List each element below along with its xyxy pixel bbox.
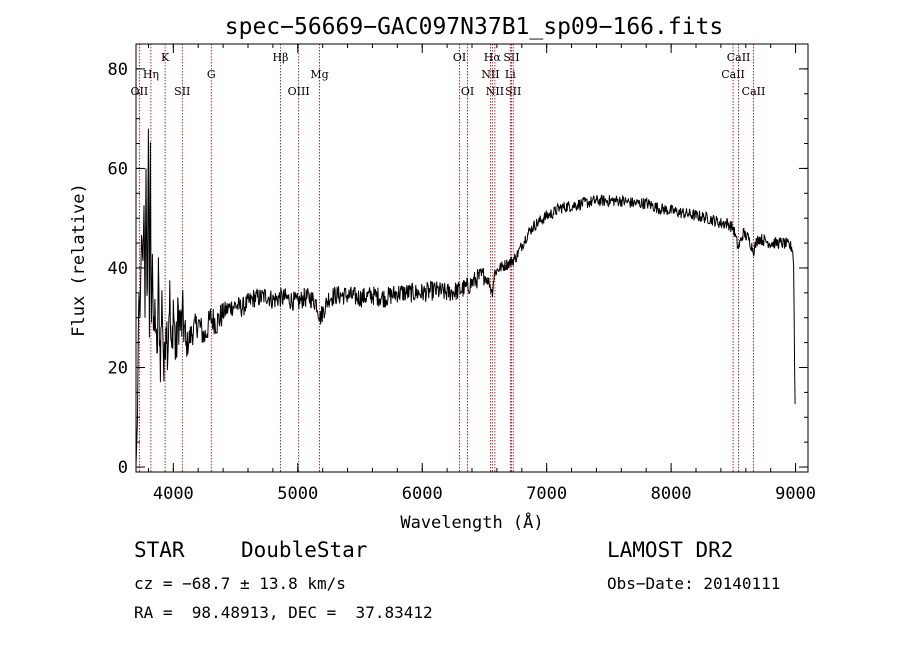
y-tick-label: 60 — [108, 159, 128, 179]
object-subclass: DoubleStar — [241, 538, 368, 562]
spectral-line-label: SII — [503, 51, 519, 64]
y-axis-label: Flux (relative) — [69, 183, 89, 337]
x-axis-label: Wavelength (Å) — [400, 511, 543, 533]
y-tick-label: 40 — [108, 259, 128, 279]
redshift-cz: cz = −68.7 ± 13.8 km/s — [134, 574, 346, 593]
spectral-line-label: Li — [505, 68, 516, 81]
spectral-line-label: NII — [486, 85, 504, 98]
x-tick-label: 6000 — [402, 484, 443, 504]
x-tick-label: 7000 — [526, 484, 567, 504]
survey-name: LAMOST DR2 — [607, 538, 734, 562]
spectral-line-label: OI — [453, 51, 466, 64]
y-tick-label: 80 — [108, 60, 128, 80]
x-tick-label: 8000 — [651, 484, 692, 504]
plot-frame — [135, 43, 809, 473]
chart-title: spec−56669−GAC097N37B1_sp09−166.fits — [225, 14, 724, 40]
plot-axes: 4000 5000 6000 7000 8000 9000 0 20 40 60 80 — [108, 43, 816, 504]
spectral-line-label: NII — [481, 68, 499, 81]
spectral-line-label: SII — [505, 85, 521, 98]
object-class: STAR — [134, 538, 185, 562]
spectral-line-label: OII — [131, 85, 149, 98]
y-tick-label: 0 — [118, 458, 128, 478]
spectral-line-label: Hη — [143, 68, 159, 81]
spectral-line-label: OI — [461, 85, 474, 98]
x-tick-label: 9000 — [775, 484, 816, 504]
sky-coordinates: RA = 98.48913, DEC = 37.83412 — [134, 603, 433, 622]
spectral-line-label: Hβ — [273, 51, 289, 64]
x-tick-label: 5000 — [277, 484, 318, 504]
spectral-line-label: K — [161, 51, 170, 64]
observation-date: Obs−Date: 20140111 — [607, 574, 781, 593]
y-tick-label: 20 — [108, 358, 128, 378]
spectral-line-label: Mg — [310, 68, 328, 81]
x-tick-label: 4000 — [153, 484, 194, 504]
spectral-line-label: OIII — [288, 85, 310, 98]
spectrum-line — [135, 128, 796, 468]
spectral-line-label: CaII — [721, 68, 745, 81]
spectral-line-label: G — [207, 68, 216, 81]
spectral-line-label: Hα — [484, 51, 502, 64]
spectral-line-label: CaII — [727, 51, 751, 64]
spectral-line-label: CaII — [742, 85, 766, 98]
spectral-line-label: SII — [174, 85, 190, 98]
